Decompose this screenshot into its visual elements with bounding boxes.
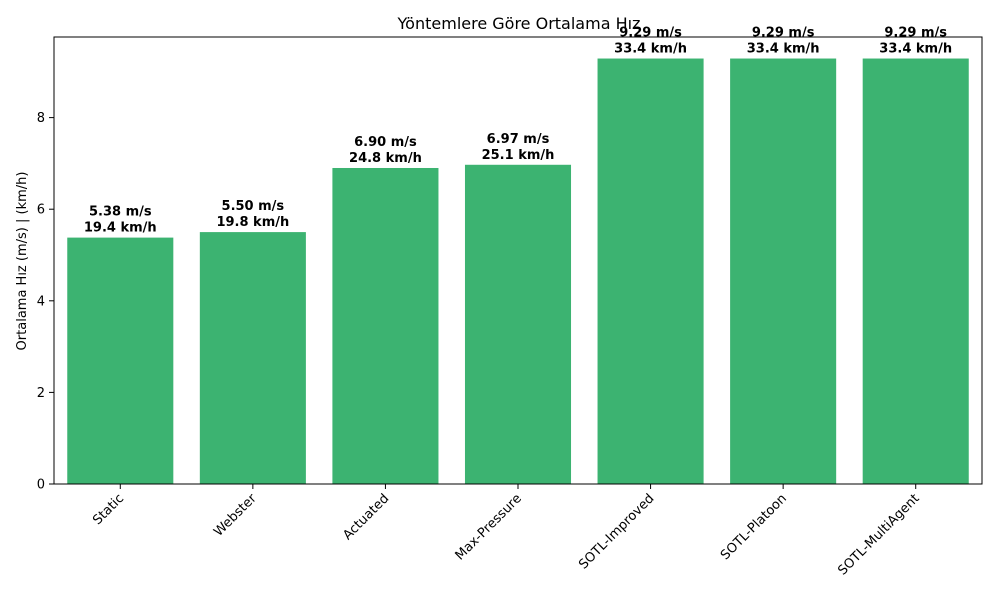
data-label-ms: 6.97 m/s [487, 132, 550, 147]
x-tick-label-sotl-platoon: SOTL-Platoon [718, 491, 790, 563]
bar-max-pressure [464, 164, 572, 484]
x-tick-label-sotl-improved: SOTL-Improved [576, 491, 657, 572]
data-label-sotl-improved: 9.29 m/s 33.4 km/h [614, 26, 687, 57]
x-tick-label-max-pressure: Max-Pressure [453, 491, 525, 563]
data-label-ms: 5.38 m/s [89, 205, 152, 220]
data-label-kmh: 33.4 km/h [614, 42, 687, 57]
x-tick-label-webster: Webster [211, 491, 260, 540]
data-label-ms: 9.29 m/s [619, 26, 682, 41]
bar-webster [199, 232, 306, 484]
x-tick-label-static: Static [90, 491, 127, 528]
y-tick-label: 2 [37, 386, 45, 401]
data-label-actuated: 6.90 m/s 24.8 km/h [349, 135, 422, 166]
data-label-kmh: 33.4 km/h [747, 42, 820, 57]
data-label-kmh: 19.4 km/h [84, 221, 157, 236]
bar-static [67, 237, 174, 484]
data-label-ms: 9.29 m/s [752, 26, 815, 41]
bars-layer [67, 58, 969, 485]
data-label-ms: 9.29 m/s [884, 26, 947, 41]
data-label-max-pressure: 6.97 m/s 25.1 km/h [482, 132, 555, 163]
data-label-webster: 5.50 m/s 19.8 km/h [216, 199, 289, 230]
data-label-kmh: 19.8 km/h [216, 215, 289, 230]
y-tick-label: 4 [37, 294, 45, 309]
chart-title: Yöntemlere Göre Ortalama Hız [397, 14, 641, 33]
bar-sotl-platoon [730, 58, 837, 484]
data-label-sotl-multiagent: 9.29 m/s 33.4 km/h [879, 26, 952, 57]
data-label-kmh: 25.1 km/h [482, 148, 555, 163]
data-label-static: 5.38 m/s 19.4 km/h [84, 205, 157, 236]
x-tick-label-actuated: Actuated [340, 491, 392, 543]
data-label-ms: 6.90 m/s [354, 135, 417, 150]
bar-sotl-improved [597, 58, 704, 484]
y-tick-label: 6 [37, 203, 45, 218]
data-label-kmh: 24.8 km/h [349, 151, 422, 166]
y-axis-label: Ortalama Hız (m/s) | (km/h) [15, 172, 30, 351]
bar-sotl-multiagent [862, 58, 969, 484]
bar-actuated [332, 167, 439, 485]
data-label-sotl-platoon: 9.29 m/s 33.4 km/h [747, 26, 820, 57]
y-tick-label: 8 [37, 111, 45, 126]
data-label-ms: 5.50 m/s [222, 199, 285, 214]
x-tick-label-sotl-multiagent: SOTL-MultiAgent [835, 491, 922, 578]
data-labels-layer: 5.38 m/s 19.4 km/h 5.50 m/s 19.8 km/h 6.90 m… [84, 26, 952, 236]
y-tick-label: 0 [37, 478, 45, 493]
data-label-kmh: 33.4 km/h [879, 42, 952, 57]
